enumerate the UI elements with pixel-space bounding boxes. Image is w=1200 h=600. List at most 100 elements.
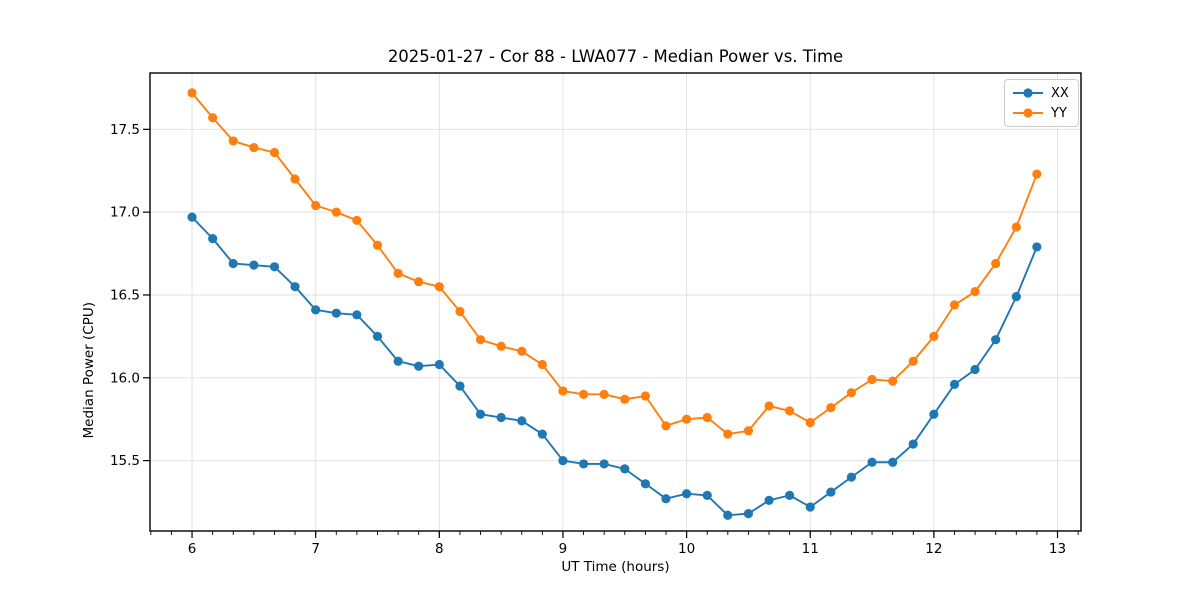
x-tick-label: 9 (559, 541, 568, 557)
series-yy-point (991, 258, 1001, 269)
series-yy-point (1011, 222, 1021, 232)
series-xx-point (228, 258, 238, 269)
series-xx-point (723, 510, 733, 520)
series-xx-point (311, 305, 321, 315)
series-yy-point (949, 300, 960, 310)
series-yy-point (805, 417, 815, 428)
legend-label-xx: XX (1051, 85, 1069, 101)
series-xx-point (434, 359, 444, 370)
y-tick-label: 16.5 (110, 287, 140, 303)
series-xx-point (743, 509, 754, 519)
series-yy-point (1032, 169, 1042, 179)
x-axis-label: UT Time (hours) (561, 559, 670, 575)
series-yy-point (537, 359, 547, 370)
series-xx-point (599, 459, 609, 469)
y-tick-label: 15.5 (110, 453, 140, 469)
series-xx-point (764, 495, 774, 505)
legend-swatch-xx (1013, 88, 1043, 98)
series-xx-point (269, 262, 280, 272)
series-yy-point (681, 414, 692, 424)
x-tick-label: 7 (311, 541, 320, 557)
series-yy-point (702, 412, 712, 423)
plot-border (149, 72, 1082, 532)
series-xx-point (1011, 292, 1021, 302)
series-yy-point (414, 277, 424, 287)
series-xx-point (187, 212, 197, 222)
series-yy-point (269, 147, 280, 158)
series-yy-point (867, 374, 877, 385)
series-yy-point (352, 215, 362, 226)
series-yy-point (496, 341, 506, 351)
series-xx-point (455, 381, 465, 391)
series-xx-point (826, 487, 836, 497)
series-yy-point (311, 200, 321, 211)
series-yy-point (640, 391, 651, 401)
legend-swatch-yy (1013, 108, 1043, 118)
series-yy-point (290, 174, 300, 184)
series-yy-point (888, 376, 898, 386)
series-xx-point (372, 331, 383, 341)
series-yy-point (434, 282, 444, 292)
legend-item-yy: YY (1012, 104, 1069, 122)
series-xx-point (475, 409, 486, 419)
series-yy-point (228, 136, 238, 146)
series-yy-point (743, 426, 754, 436)
x-tick-label: 10 (678, 541, 695, 557)
legend-item-xx: XX (1012, 84, 1069, 102)
series-yy-point (249, 142, 259, 153)
series-yy-point (517, 346, 527, 356)
y-tick-label: 17.0 (110, 205, 140, 221)
series-xx-point (331, 308, 341, 318)
series-xx-point (290, 282, 300, 292)
series-xx-line (191, 216, 1038, 517)
series-yy-point (579, 389, 589, 399)
series-xx-point (661, 494, 671, 504)
series-xx-point (352, 310, 362, 320)
series-xx-point (579, 459, 589, 469)
series-xx-point (949, 379, 960, 390)
series-yy-point (723, 429, 733, 439)
series-xx-point (393, 356, 403, 366)
series-yy-point (393, 268, 403, 279)
x-tick-label: 11 (802, 541, 819, 557)
series-yy-point (208, 113, 218, 123)
series-yy-point (970, 287, 980, 297)
series-yy-point (475, 335, 486, 345)
series-yy-point (929, 331, 939, 341)
series-xx-point (640, 479, 651, 489)
series-xx-point (970, 364, 980, 375)
x-tick-label: 6 (188, 541, 197, 557)
series-yy-point (826, 402, 836, 413)
series-yy-point (455, 306, 465, 317)
series-xx-point (805, 502, 815, 512)
series-xx-point (249, 260, 259, 270)
x-tick-label: 8 (435, 541, 444, 557)
series-xx-point (414, 361, 424, 371)
chart-title: 2025-01-27 - Cor 88 - LWA077 - Median Po… (387, 47, 844, 66)
series-xx-point (537, 429, 547, 439)
x-tick-label: 13 (1049, 541, 1066, 557)
series-yy-line (191, 91, 1038, 436)
y-tick-label: 16.0 (110, 370, 140, 386)
series-yy-point (764, 401, 774, 411)
series-xx-point (496, 412, 506, 423)
series-yy-point (846, 388, 857, 398)
series-xx-point (991, 335, 1001, 345)
series-xx-point (846, 472, 857, 482)
series-yy-point (558, 386, 568, 396)
series-xx-point (208, 234, 218, 244)
series-yy-point (784, 406, 795, 416)
y-tick-label: 17.5 (110, 122, 140, 138)
series-xx-point (517, 416, 527, 426)
series-xx-point (681, 489, 692, 499)
series-xx-point (1032, 242, 1042, 252)
legend: XX YY (1004, 79, 1079, 127)
series-xx-point (888, 457, 898, 467)
series-yy-point (187, 88, 197, 98)
series-yy-point (620, 394, 630, 404)
legend-label-yy: YY (1051, 105, 1067, 121)
series-yy-point (661, 421, 671, 431)
series-yy-point (908, 356, 918, 366)
